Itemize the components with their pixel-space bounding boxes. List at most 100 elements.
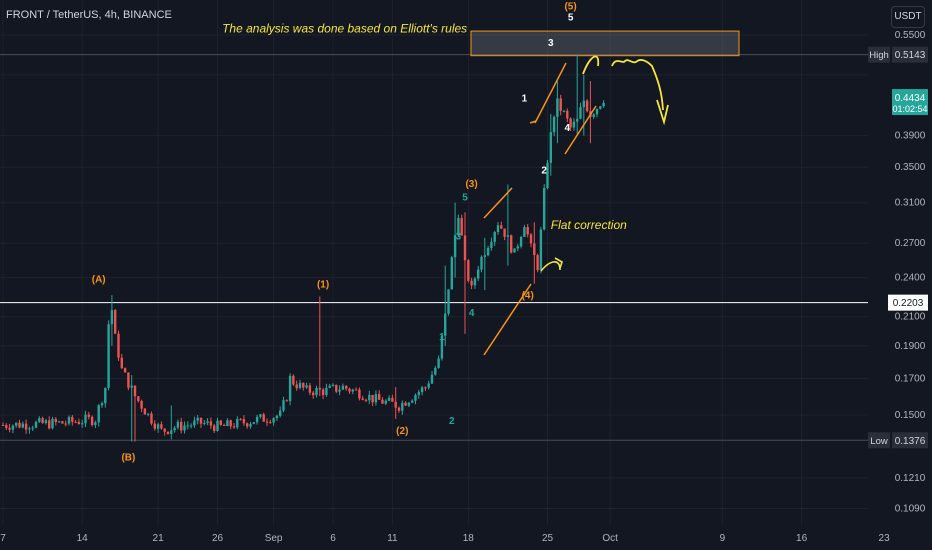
candle-body xyxy=(275,415,279,419)
candle-body xyxy=(203,422,206,424)
candle-body xyxy=(490,241,493,248)
candle-body xyxy=(411,400,414,403)
last-price-value: 0.4434 xyxy=(895,93,926,104)
candle-body xyxy=(308,385,312,393)
candle-body xyxy=(87,414,90,417)
candle-body xyxy=(34,421,38,428)
candle-body xyxy=(269,422,272,424)
candle-body xyxy=(391,397,394,402)
candle-body xyxy=(199,417,203,424)
candle-body xyxy=(140,400,143,409)
candle-body xyxy=(480,256,483,270)
candle-body xyxy=(599,106,602,109)
candle-body xyxy=(173,427,176,431)
candle-body xyxy=(345,385,348,389)
wave-label: (2) xyxy=(396,426,408,437)
candle-body xyxy=(183,425,186,431)
candle-body xyxy=(318,387,321,390)
candle-body xyxy=(387,397,391,401)
candle-body xyxy=(364,399,368,401)
candle-body xyxy=(133,385,137,397)
price-tick-label: 0.2100 xyxy=(895,312,926,323)
time-tick-label: 26 xyxy=(212,533,224,544)
candle-body xyxy=(354,389,358,391)
candle-body xyxy=(255,416,259,423)
candle-body xyxy=(552,116,556,133)
candle-body xyxy=(8,427,11,430)
candle-body xyxy=(424,387,427,389)
time-tick-label: 9 xyxy=(720,533,726,544)
candle-body xyxy=(54,418,57,422)
candle-body xyxy=(150,413,153,424)
candle-body xyxy=(394,401,397,408)
candle-body xyxy=(38,418,41,422)
candle-body xyxy=(160,424,163,429)
time-tick-label: 25 xyxy=(542,533,554,544)
candle-body xyxy=(94,422,97,425)
price-tick-label: 0.3500 xyxy=(895,162,926,173)
candle-body xyxy=(246,423,249,427)
annotation-text: The analysis was done based on Elliott's… xyxy=(222,22,467,36)
candle-body xyxy=(143,408,147,415)
candle-body xyxy=(361,398,364,400)
price-label-box xyxy=(892,432,928,449)
wave-label: 4 xyxy=(469,308,475,319)
time-axis-background xyxy=(0,525,932,550)
candle-body xyxy=(302,382,305,388)
time-tick-label: 18 xyxy=(463,533,475,544)
candle-body xyxy=(546,162,549,189)
candle-body xyxy=(566,110,569,119)
currency-button[interactable]: USDT xyxy=(891,6,925,28)
candle-body xyxy=(130,385,133,388)
trend-channel-line xyxy=(564,105,597,155)
candle-body xyxy=(193,420,196,426)
trend-channel-line xyxy=(483,187,513,219)
candle-body xyxy=(51,418,54,429)
candle-body xyxy=(18,422,21,428)
price-tick-label: 0.3100 xyxy=(895,198,926,209)
candle-body xyxy=(206,421,209,423)
candle-body xyxy=(252,422,255,424)
wave-label: 5 xyxy=(462,192,468,203)
candle-body xyxy=(378,394,381,400)
wave-label: (4) xyxy=(522,290,534,301)
price-label-name-box xyxy=(868,46,890,63)
wave-label: 4 xyxy=(565,123,571,134)
candle-body xyxy=(460,218,463,236)
candle-body xyxy=(196,417,199,421)
candle-body xyxy=(516,246,519,249)
candle-body xyxy=(209,421,213,426)
candle-body xyxy=(341,385,345,390)
candle-body xyxy=(463,235,467,261)
candle-body xyxy=(397,407,401,411)
candle-body xyxy=(170,430,173,434)
candle-body xyxy=(282,400,285,411)
candle-body xyxy=(536,255,539,271)
candle-body xyxy=(48,420,51,429)
candle-body xyxy=(579,107,582,119)
candle-body xyxy=(513,248,516,253)
price-label-box xyxy=(892,46,928,63)
candle-body xyxy=(543,188,546,230)
candle-body xyxy=(15,422,18,426)
candle-body xyxy=(559,98,562,111)
candle-body xyxy=(262,414,265,422)
time-tick-label: Oct xyxy=(602,533,618,544)
wave-label: 1 xyxy=(522,93,528,104)
wave-label: 3 xyxy=(456,231,462,242)
candle-body xyxy=(384,400,387,404)
flat-correction-arrow xyxy=(540,257,563,272)
candle-body xyxy=(417,392,420,395)
candle-body xyxy=(338,389,341,392)
price-tick-label: 0.1700 xyxy=(895,373,926,384)
price-label-name-box xyxy=(868,432,890,449)
candle-body xyxy=(222,424,226,426)
wave-label: 2 xyxy=(449,416,455,427)
time-tick-label: 21 xyxy=(153,533,165,544)
candle-body xyxy=(163,428,166,432)
candle-body xyxy=(292,375,295,385)
candle-body xyxy=(84,414,87,424)
candle-body xyxy=(180,421,183,431)
